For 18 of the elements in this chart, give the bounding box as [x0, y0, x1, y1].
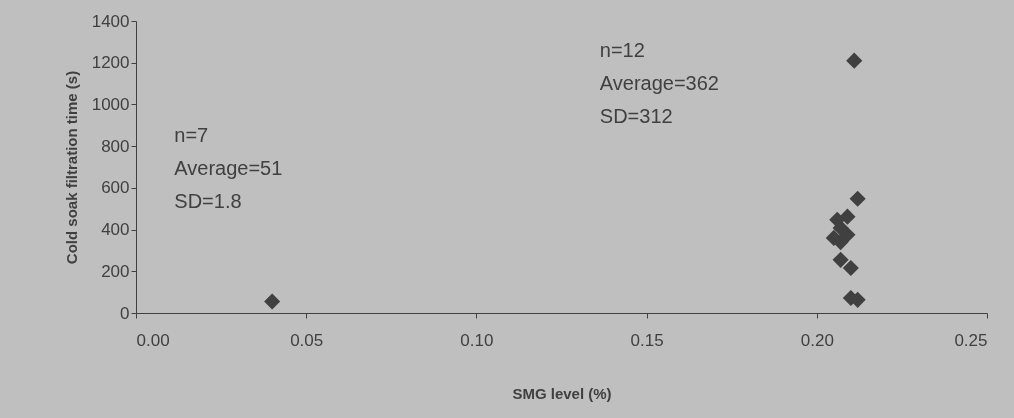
- x-axis-title: SMG level (%): [512, 384, 612, 402]
- y-tick-label: 1200: [91, 53, 130, 73]
- x-tick-label: 0.20: [800, 330, 834, 350]
- y-tick-label: 400: [101, 220, 130, 240]
- x-tick-label: 0.00: [136, 330, 170, 350]
- y-tick-label: 0: [120, 303, 130, 323]
- x-tick-label: 0.05: [290, 330, 324, 350]
- y-tick-label: 1400: [91, 11, 130, 31]
- y-axis-title: Cold soak filtration time (s): [62, 70, 80, 265]
- x-tick-label: 0.15: [630, 330, 664, 350]
- x-tick-label: 0.10: [460, 330, 494, 350]
- annotation: n=7 Average=51 SD=1.8: [174, 124, 283, 213]
- y-tick-label: 1000: [91, 94, 130, 114]
- y-tick-label: 600: [101, 178, 130, 198]
- x-tick-label: 0.25: [954, 330, 988, 350]
- y-tick-label: 200: [101, 261, 130, 281]
- annotation: n=12 Average=362 SD=312: [599, 39, 719, 128]
- y-tick-label: 800: [101, 136, 130, 156]
